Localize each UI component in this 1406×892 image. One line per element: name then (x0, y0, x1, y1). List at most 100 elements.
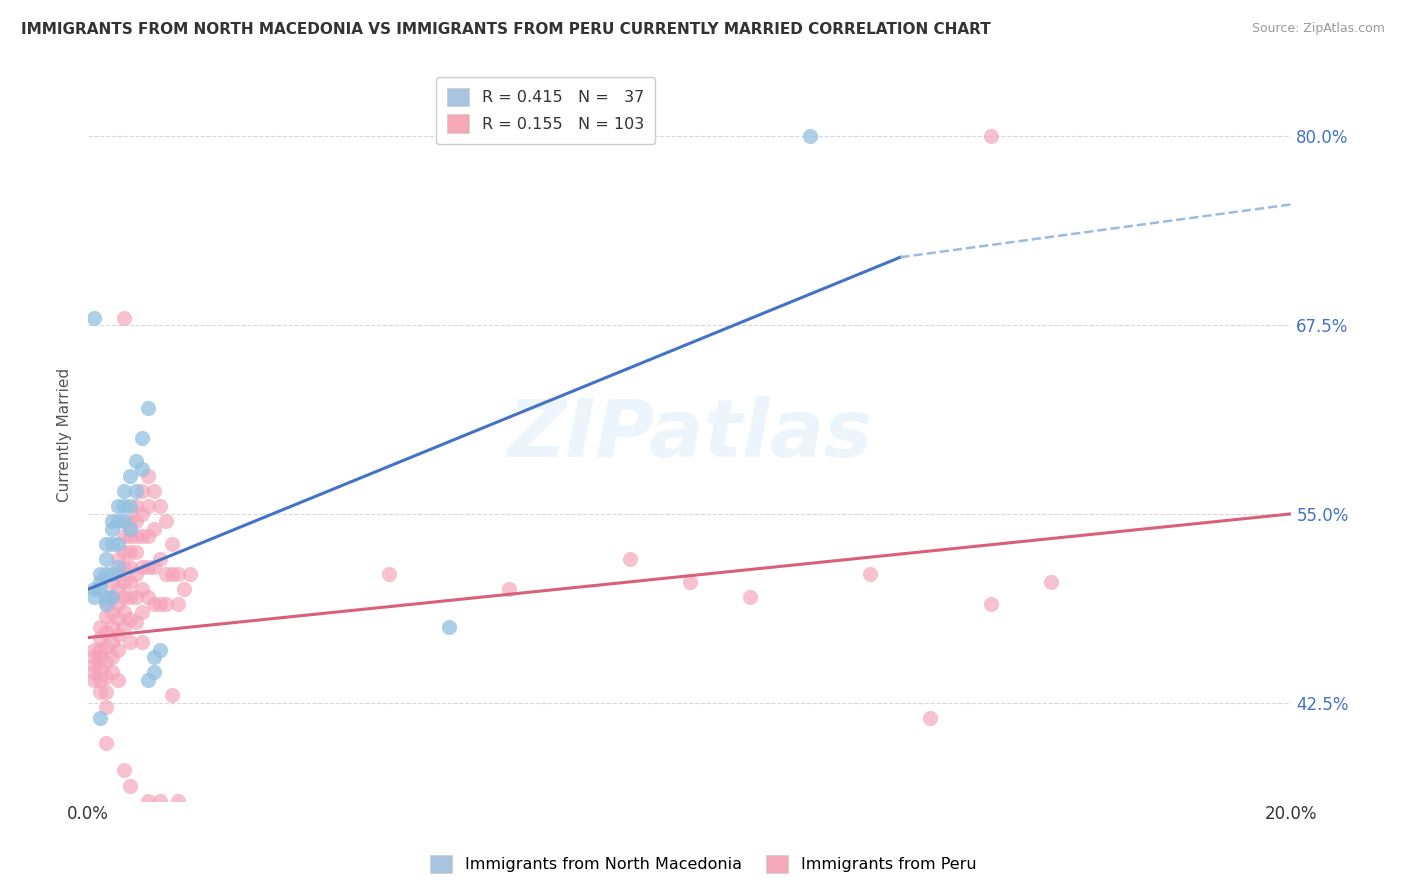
Point (112, 605, 135, 619)
Point (83, 665, 105, 680)
Point (136, 529, 159, 543)
Point (125, 454, 148, 468)
Point (120, 635, 142, 649)
Point (120, 612, 142, 626)
Point (167, 794, 190, 808)
Point (112, 310, 135, 325)
Point (96, 590, 118, 604)
Point (83, 590, 105, 604)
Point (96, 552, 118, 566)
Point (131, 605, 153, 619)
Point (112, 484, 135, 499)
Point (125, 529, 148, 543)
Y-axis label: Currently Married: Currently Married (58, 368, 72, 501)
Point (96, 594, 118, 608)
Point (980, 129, 1002, 144)
Point (738, 590, 761, 604)
Point (89, 574, 111, 589)
Point (107, 552, 129, 566)
Point (96, 685, 118, 699)
Point (83, 642, 105, 657)
Point (83, 650, 105, 665)
Point (437, 620, 460, 634)
Point (162, 567, 184, 582)
Point (136, 590, 159, 604)
Point (120, 522, 142, 536)
Point (112, 544, 135, 558)
Point (83, 673, 105, 687)
Point (96, 640, 118, 654)
Point (125, 500, 148, 514)
Point (125, 544, 148, 558)
Point (136, 559, 159, 574)
Point (107, 627, 129, 641)
Point (96, 609, 118, 624)
Point (96, 624, 118, 639)
Point (859, 567, 882, 582)
Point (131, 582, 153, 597)
Point (679, 574, 702, 589)
Point (107, 642, 129, 657)
Point (107, 559, 129, 574)
Point (498, 582, 520, 597)
Point (131, 484, 153, 499)
Text: Source: ZipAtlas.com: Source: ZipAtlas.com (1251, 22, 1385, 36)
Point (136, 673, 159, 687)
Point (155, 823, 177, 838)
Point (136, 794, 159, 808)
Point (89, 673, 111, 687)
Point (149, 500, 172, 514)
Point (101, 574, 124, 589)
Point (107, 514, 129, 528)
Point (96, 736, 118, 750)
Point (125, 615, 148, 630)
Point (101, 590, 124, 604)
Point (120, 469, 142, 483)
Point (120, 590, 142, 604)
Point (167, 598, 190, 612)
Point (101, 665, 124, 680)
Point (120, 544, 142, 558)
Point (101, 650, 124, 665)
Point (131, 529, 153, 543)
Point (101, 514, 124, 528)
Point (162, 537, 184, 551)
Point (96, 537, 118, 551)
Point (107, 673, 129, 687)
Point (155, 598, 177, 612)
Point (107, 612, 129, 626)
Point (112, 620, 135, 634)
Point (89, 661, 111, 675)
Point (131, 507, 153, 521)
Point (112, 574, 135, 589)
Point (107, 537, 129, 551)
Point (89, 567, 111, 582)
Point (920, 710, 942, 724)
Point (143, 665, 166, 680)
Point (120, 574, 142, 589)
Legend: R = 0.415   N =   37, R = 0.155   N = 103: R = 0.415 N = 37, R = 0.155 N = 103 (436, 77, 655, 144)
Point (112, 590, 135, 604)
Point (96, 655, 118, 669)
Point (112, 559, 135, 574)
Point (120, 529, 142, 543)
Point (96, 670, 118, 684)
Point (83, 310, 105, 325)
Point (112, 500, 135, 514)
Point (101, 522, 124, 536)
Point (96, 567, 118, 582)
Point (101, 590, 124, 604)
Point (120, 559, 142, 574)
Point (799, 129, 821, 144)
Point (120, 514, 142, 528)
Point (89, 685, 111, 699)
Point (89, 710, 111, 724)
Point (125, 484, 148, 499)
Point (89, 631, 111, 645)
Legend: Immigrants from North Macedonia, Immigrants from Peru: Immigrants from North Macedonia, Immigra… (423, 848, 983, 880)
Point (89, 642, 111, 657)
Point (101, 537, 124, 551)
Point (83, 582, 105, 597)
Point (89, 650, 111, 665)
Point (131, 559, 153, 574)
